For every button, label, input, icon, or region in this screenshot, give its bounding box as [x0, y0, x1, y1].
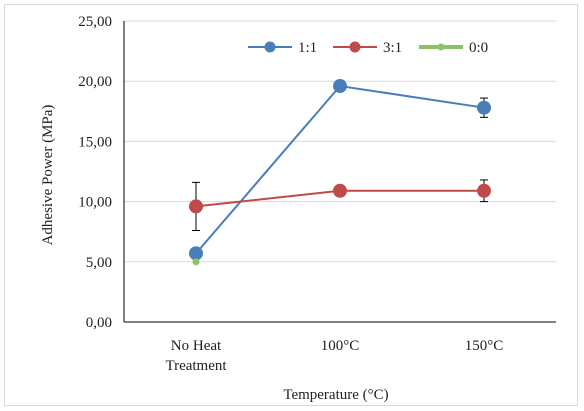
axes: 0,00 5,00 10,00 15,00 20,00 25,00 No Heat Treat… [78, 14, 556, 374]
series-1 [189, 79, 491, 261]
x-tick-label-line: No Heat [171, 338, 222, 354]
legend-label: 0:0 [469, 40, 488, 56]
legend-item: 3:1 [333, 40, 402, 56]
series-layer [189, 79, 491, 266]
data-point [189, 199, 203, 214]
y-tick-label: 10,00 [78, 195, 112, 211]
x-tick-label: No Heat Treatment [165, 338, 227, 374]
y-axis-title: Adhesive Power (MPa) [40, 105, 56, 246]
x-tick-label: 100°C [321, 338, 360, 354]
y-tick-label: 0,00 [86, 315, 112, 331]
y-tick-label: 5,00 [86, 255, 112, 271]
legend-label: 1:1 [298, 40, 317, 56]
legend: 1:1 3:1 0:0 [248, 40, 488, 56]
y-tick-label: 20,00 [78, 74, 112, 90]
y-tick-label: 25,00 [78, 14, 112, 30]
legend-label: 3:1 [383, 40, 402, 56]
data-point [333, 183, 347, 198]
legend-item: 0:0 [419, 40, 488, 56]
series-2 [189, 179, 491, 231]
legend-item: 1:1 [248, 40, 317, 56]
data-point [477, 100, 491, 115]
x-tick-label-line: 150°C [465, 338, 504, 354]
x-axis-title: Temperature (°C) [283, 387, 388, 403]
x-tick-label-line: Treatment [165, 358, 227, 374]
x-tick-label: 150°C [465, 338, 504, 354]
legend-marker [264, 41, 276, 53]
legend-marker [437, 43, 445, 51]
x-tick-label-line: 100°C [321, 338, 360, 354]
data-point [189, 246, 203, 261]
legend-marker [349, 41, 361, 53]
data-point [192, 258, 200, 266]
series-3 [192, 258, 200, 266]
chart-frame [4, 4, 578, 406]
y-tick-label: 15,00 [78, 134, 112, 150]
data-point [477, 183, 491, 198]
data-point [333, 79, 347, 94]
series-line [195, 84, 485, 255]
gridlines [124, 20, 556, 263]
